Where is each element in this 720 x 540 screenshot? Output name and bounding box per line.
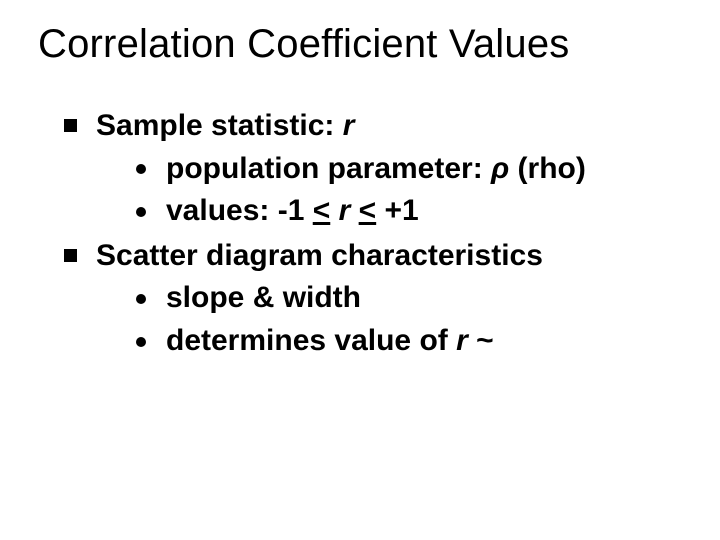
text-determines-prefix: determines value of bbox=[166, 324, 456, 357]
bullet-slope-width: slope & width bbox=[136, 277, 690, 320]
text-space2 bbox=[350, 194, 358, 227]
slide: Correlation Coefficient Values Sample st… bbox=[0, 0, 720, 540]
text-space1 bbox=[330, 194, 338, 227]
symbol-le1: < bbox=[313, 194, 331, 227]
bullet-list-level1: Sample statistic: r population parameter… bbox=[30, 105, 690, 363]
bullet-list-level2-a: population parameter: ρ (rho) values: -1… bbox=[96, 148, 690, 233]
text-values-prefix: values: -1 bbox=[166, 194, 313, 227]
text-slope-width: slope & width bbox=[166, 281, 361, 314]
symbol-r-determines: r bbox=[456, 324, 468, 357]
text-values-suffix: +1 bbox=[376, 194, 419, 227]
symbol-r-range: r bbox=[339, 194, 351, 227]
symbol-le2: < bbox=[359, 194, 377, 227]
bullet-determines-value: determines value of r ~ bbox=[136, 320, 690, 363]
symbol-r: r bbox=[343, 109, 355, 142]
text-determines-suffix: ~ bbox=[468, 324, 494, 357]
bullet-sample-statistic: Sample statistic: r population parameter… bbox=[64, 105, 690, 233]
text-sample-statistic: Sample statistic: bbox=[96, 109, 343, 142]
text-rho-label: (rho) bbox=[509, 152, 586, 185]
text-scatter-diagram: Scatter diagram characteristics bbox=[96, 239, 543, 272]
bullet-population-parameter: population parameter: ρ (rho) bbox=[136, 148, 690, 191]
slide-title: Correlation Coefficient Values bbox=[38, 22, 690, 67]
text-population-parameter: population parameter: bbox=[166, 152, 491, 185]
bullet-scatter-diagram: Scatter diagram characteristics slope & … bbox=[64, 235, 690, 363]
bullet-values-range: values: -1 < r < +1 bbox=[136, 190, 690, 233]
symbol-rho: ρ bbox=[491, 152, 509, 185]
bullet-list-level2-b: slope & width determines value of r ~ bbox=[96, 277, 690, 362]
